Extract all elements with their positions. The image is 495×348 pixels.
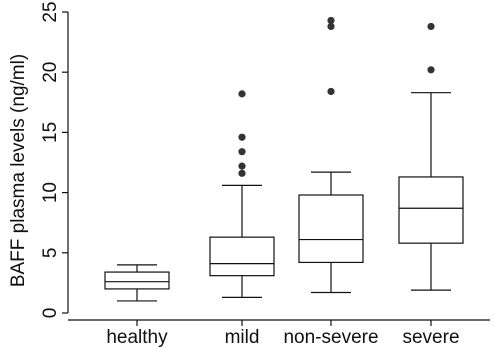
- y-tick-label: 20: [40, 62, 61, 83]
- x-tick-label: mild: [225, 327, 260, 348]
- x-tick-label: severe: [402, 327, 459, 348]
- x-tick-label: non-severe: [283, 327, 378, 348]
- boxes: [104, 16, 464, 302]
- x-tick-label: healthy: [106, 327, 168, 348]
- axes: 0 5 10 15 20 25 healthy mild non-severe severe: [40, 1, 490, 348]
- iqr-box: [398, 176, 464, 244]
- box-non-severe: [298, 16, 364, 294]
- box-healthy: [104, 264, 170, 302]
- iqr-box: [209, 236, 275, 277]
- y-tick-label: 0: [40, 308, 61, 319]
- outlier-point: [238, 162, 246, 170]
- outlier-point: [427, 22, 435, 31]
- outlier-point: [327, 22, 335, 31]
- outlier-point: [238, 148, 246, 156]
- y-tick-label: 10: [40, 182, 61, 203]
- y-axis-title: BAFF plasma levels (ng/ml): [8, 54, 29, 287]
- outlier-point: [238, 133, 246, 141]
- box-severe: [398, 22, 464, 291]
- iqr-box: [298, 194, 364, 264]
- outlier-point: [327, 87, 335, 96]
- outlier-point: [427, 66, 435, 74]
- y-tick-label: 5: [40, 248, 61, 259]
- y-tick-label: 25: [40, 1, 61, 22]
- box-mild: [209, 90, 275, 298]
- outlier-point: [238, 90, 246, 98]
- iqr-box: [104, 271, 170, 290]
- outlier-point: [238, 169, 246, 177]
- outlier-point: [327, 16, 335, 25]
- y-tick-label: 15: [40, 122, 61, 143]
